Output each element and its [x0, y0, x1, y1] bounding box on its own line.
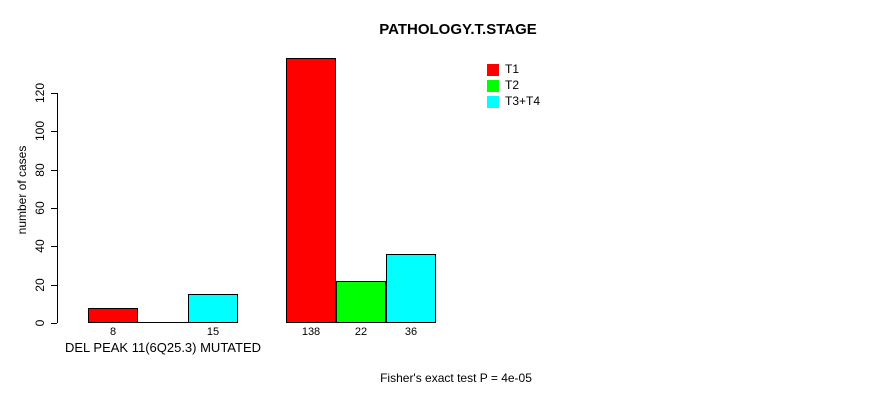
bar-t2 — [336, 281, 386, 323]
bar-value-label: 8 — [109, 326, 117, 338]
y-axis-tick-label: 100 — [33, 120, 47, 142]
y-axis-tick-label: 120 — [33, 82, 47, 104]
y-axis-tick — [51, 323, 57, 324]
y-axis-tick-label: 60 — [33, 201, 47, 215]
y-axis-tick-label: 0 — [33, 319, 47, 327]
x-group-label: DEL PEAK 11(6Q25.3) MUTATED — [64, 340, 262, 355]
legend-label: T1 — [505, 62, 520, 76]
bar-t3+t4 — [188, 294, 238, 323]
y-axis-line — [57, 93, 58, 323]
y-axis-tick — [51, 285, 57, 286]
y-axis-tick-label: 80 — [33, 163, 47, 177]
bar-value-label: 15 — [206, 326, 220, 338]
y-axis-tick — [51, 93, 57, 94]
bar-value-label: 22 — [354, 326, 368, 338]
y-axis-tick — [51, 246, 57, 247]
chart-title: PATHOLOGY.T.STAGE — [379, 21, 537, 38]
bar-t1 — [286, 58, 336, 323]
bar-t1 — [88, 308, 138, 323]
y-axis-tick-label: 20 — [33, 278, 47, 292]
y-axis-tick — [51, 131, 57, 132]
bar-value-label: 138 — [301, 326, 321, 338]
legend-swatch-t1 — [487, 64, 499, 76]
y-axis-tick — [51, 208, 57, 209]
legend-swatch-t3+t4 — [487, 96, 499, 108]
legend-label: T2 — [505, 78, 520, 92]
fisher-test-note: Fisher's exact test P = 4e-05 — [380, 371, 532, 385]
bar-value-label: 36 — [404, 326, 418, 338]
zero-bar-baseline — [138, 322, 188, 323]
legend-label: T3+T4 — [505, 94, 541, 108]
bar-t3+t4 — [386, 254, 436, 323]
legend-swatch-t2 — [487, 80, 499, 92]
y-axis-title: number of cases — [15, 145, 29, 235]
y-axis-tick — [51, 170, 57, 171]
y-axis-tick-label: 40 — [33, 239, 47, 253]
